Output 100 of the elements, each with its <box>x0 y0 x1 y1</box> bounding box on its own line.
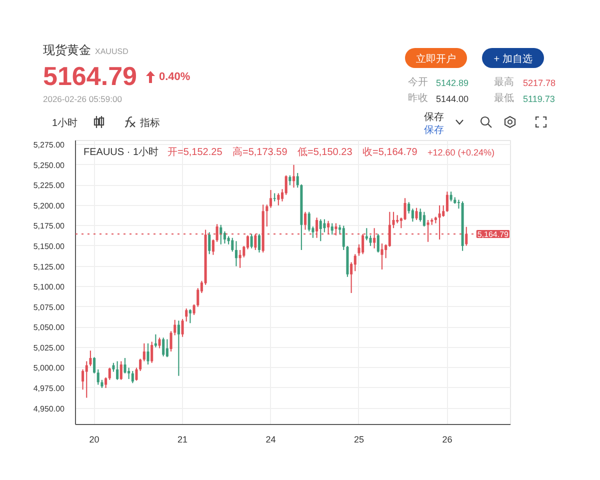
candlestick <box>422 212 426 227</box>
candlestick <box>212 239 214 255</box>
candlestick <box>304 212 307 230</box>
candlestick <box>112 362 115 372</box>
annotation: 低=5,150.23 <box>298 147 353 158</box>
candlestick <box>300 184 303 250</box>
candlestick <box>100 380 104 388</box>
y-tick-label: 5,225.00 <box>33 181 66 190</box>
annotation: FEAUUS · 1小时 <box>84 146 159 158</box>
text: 最高 <box>494 77 514 88</box>
ref-line-label: 5,164.79 <box>477 230 510 239</box>
text: 1小时 <box>52 118 78 129</box>
annotation: 收=5,164.79 <box>362 147 418 158</box>
text: 保存 <box>424 112 444 123</box>
text: 昨收 <box>408 93 428 104</box>
candlestick <box>85 361 88 398</box>
text: 2026-02-26 05:59:00 <box>43 94 122 104</box>
candlestick <box>177 320 180 376</box>
y-tick-label: 5,200.00 <box>33 201 66 210</box>
candlestick <box>296 172 299 188</box>
candlestick <box>392 212 395 228</box>
candlestick <box>434 216 437 224</box>
x-tick-label: 25 <box>354 434 364 444</box>
candlestick <box>238 250 242 268</box>
candlestick <box>292 164 296 188</box>
candlestick <box>139 358 142 371</box>
text: 0.40% <box>158 70 190 84</box>
text: 最低 <box>494 93 514 104</box>
candlestick <box>208 232 211 254</box>
candlestick <box>342 226 345 250</box>
text: 保存 <box>424 125 444 136</box>
candlestick <box>116 361 119 380</box>
x-tick-label: 26 <box>442 434 452 444</box>
candlestick <box>258 234 261 252</box>
y-tick-label: 5,150.00 <box>33 242 66 251</box>
candlestick <box>158 338 161 348</box>
candlestick <box>93 357 96 374</box>
y-tick-label: 5,125.00 <box>33 262 66 272</box>
chart-subtitle: XAUUSD <box>95 47 128 56</box>
text: 5164.79 <box>43 61 137 92</box>
text: 指标 <box>140 118 160 129</box>
text: 5119.73 <box>523 94 555 104</box>
candlestick <box>96 369 100 385</box>
text: 5142.89 <box>436 78 469 88</box>
annotation: 高=5,173.59 <box>232 146 288 158</box>
y-tick-label: 5,075.00 <box>33 302 66 312</box>
candlestick <box>234 241 238 266</box>
text: 5217.78 <box>523 78 556 88</box>
candlestick <box>380 244 384 270</box>
button: 立即开户 <box>405 48 467 68</box>
candlestick <box>192 304 196 315</box>
candlestick <box>346 246 349 277</box>
y-tick-label: 5,175.00 <box>33 222 66 231</box>
candlestick <box>108 368 111 380</box>
button: + 加自选 <box>482 48 544 68</box>
text: 今开 <box>408 77 428 88</box>
candlestick <box>461 201 464 251</box>
candlestick <box>89 350 92 366</box>
candlestick <box>150 342 154 363</box>
chart-title: 现货黄金 <box>43 43 91 57</box>
y-tick-label: 4,975.00 <box>33 384 66 393</box>
candlestick <box>250 234 253 248</box>
y-tick-label: 5,275.00 <box>33 140 66 150</box>
x-tick-label: 20 <box>89 434 100 444</box>
candlestick <box>430 218 434 225</box>
candlestick <box>188 309 192 324</box>
candlestick <box>162 338 165 356</box>
candlestick <box>131 370 134 384</box>
x-tick-label: 21 <box>178 434 188 444</box>
y-tick-label: 5,000.00 <box>33 364 66 373</box>
candlestick <box>185 308 188 322</box>
candlestick <box>146 343 150 364</box>
candlestick <box>181 319 184 337</box>
candlestick <box>135 368 138 381</box>
candlestick <box>450 192 452 202</box>
candlestick <box>330 223 334 235</box>
text: 5144.00 <box>436 94 469 104</box>
candlestick <box>104 377 108 388</box>
y-tick-label: 5,050.00 <box>33 323 66 332</box>
candlestick <box>266 204 268 227</box>
candlestick <box>277 193 280 206</box>
y-tick-label: 5,100.00 <box>33 282 66 292</box>
x-tick-label: 24 <box>266 434 276 444</box>
candlestick <box>170 331 172 352</box>
candlestick <box>446 192 448 212</box>
candlestick <box>319 219 322 242</box>
candlestick <box>457 200 460 209</box>
candlestick <box>269 190 272 208</box>
candlestick <box>376 234 380 252</box>
y-tick-label: 5,250.00 <box>33 160 66 170</box>
candlestick <box>166 339 168 358</box>
candlestick <box>231 238 234 252</box>
annotation: 开=5,152.25 <box>168 147 223 158</box>
candlestick <box>142 343 146 362</box>
candlestick <box>273 193 276 202</box>
candlestick <box>415 208 418 220</box>
candlestick <box>154 334 157 348</box>
y-tick-label: 5,025.00 <box>33 343 66 352</box>
y-tick-label: 4,950.00 <box>33 404 66 414</box>
candlestick <box>120 361 122 380</box>
